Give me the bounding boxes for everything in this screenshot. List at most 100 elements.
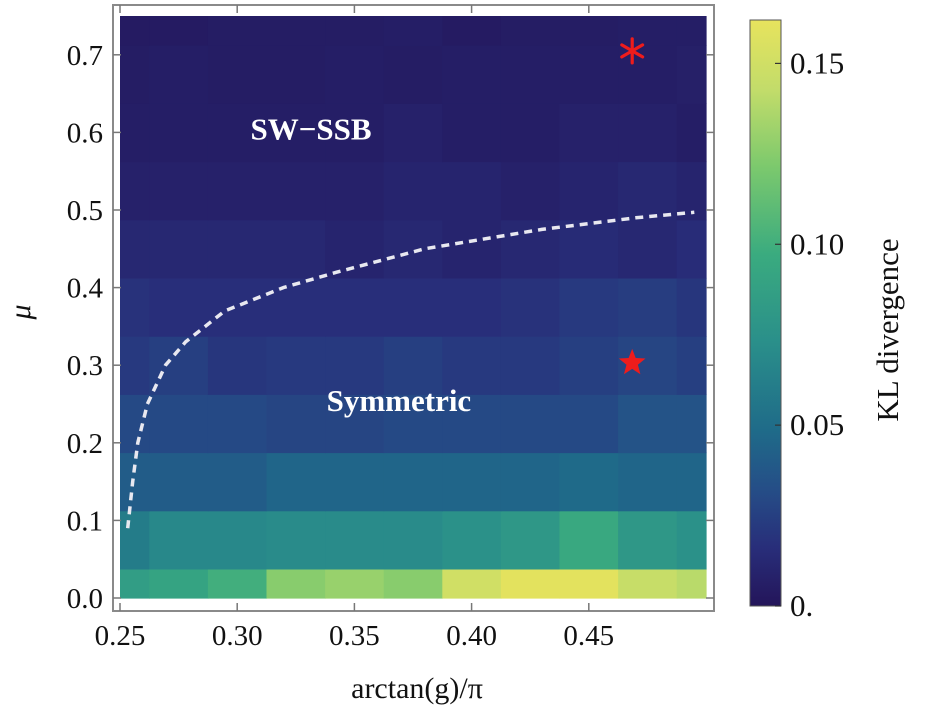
- heatmap-cell: [325, 510, 385, 570]
- star-marker: [618, 348, 646, 375]
- heatmap-cell: [266, 103, 326, 163]
- heatmap-cell: [149, 45, 209, 104]
- heatmap-cell: [676, 452, 707, 512]
- y-tick-label: 0.2: [67, 428, 103, 460]
- heatmap-cell: [266, 394, 326, 454]
- heatmap-cell: [383, 394, 443, 454]
- heatmap-cell: [207, 568, 268, 599]
- heatmap-cell: [325, 277, 385, 337]
- heatmap-cell: [442, 336, 502, 395]
- heatmap-cell: [120, 394, 150, 454]
- phase-boundary-layer: [125, 210, 695, 529]
- heatmap-cell: [442, 16, 502, 46]
- heatmap-cell: [149, 161, 209, 221]
- region-label: Symmetric: [327, 383, 472, 418]
- x-tick-label: 0.35: [329, 620, 380, 652]
- heatmap-cell: [325, 16, 385, 46]
- heatmap-cell: [559, 568, 619, 599]
- heatmap-cell: [442, 103, 502, 163]
- colorbar-tick-label: 0.: [790, 588, 813, 623]
- heatmap-cell: [442, 219, 502, 279]
- heatmap-cell: [149, 219, 209, 279]
- heatmap-cell: [500, 161, 561, 221]
- heatmap-cell: [207, 161, 268, 221]
- heatmap-cell: [559, 452, 619, 512]
- asterisk-marker: [620, 37, 645, 65]
- heatmap-cell: [325, 394, 385, 454]
- heatmap-cell: [383, 568, 443, 599]
- heatmap-cell: [120, 219, 150, 279]
- phase-boundary-curve: [125, 210, 695, 529]
- heatmap-cell: [676, 394, 707, 454]
- y-tick-label: 0.1: [67, 505, 103, 537]
- heatmap-cell: [559, 219, 619, 279]
- y-tick-label: 0.4: [67, 273, 104, 305]
- heatmap-cell: [325, 568, 385, 599]
- heatmap-cell: [442, 394, 502, 454]
- plot-frame: [112, 4, 715, 612]
- heatmap-cell: [266, 16, 326, 46]
- heatmap-cell: [618, 16, 678, 46]
- y-tick-label: 0.0: [67, 583, 103, 615]
- heatmap-cell: [207, 336, 268, 395]
- marker-layer: [618, 37, 646, 375]
- region-labels: SW−SSB Symmetric: [250, 112, 471, 419]
- heatmap-cell: [207, 510, 268, 570]
- heatmap-cell: [676, 510, 707, 570]
- heatmap-cell: [207, 16, 268, 46]
- heatmap-cell: [500, 219, 561, 279]
- heatmap-cell: [383, 219, 443, 279]
- heatmap-cell: [559, 161, 619, 221]
- x-tick-label: 0.45: [563, 620, 614, 652]
- heatmap-cell: [676, 568, 707, 599]
- heatmap-cell: [559, 45, 619, 104]
- heatmap-cell: [383, 103, 443, 163]
- y-tick-label: 0.3: [67, 350, 103, 382]
- heatmap-cell: [676, 45, 707, 104]
- heatmap-cell: [383, 510, 443, 570]
- heatmap-cell: [149, 394, 209, 454]
- heatmap-cell: [325, 161, 385, 221]
- colorbar-title: KL divergence: [870, 238, 905, 421]
- heatmap-cell: [383, 336, 443, 395]
- heatmap-cell: [266, 277, 326, 337]
- x-tick-label: 0.40: [446, 620, 497, 652]
- heatmap-cell: [149, 452, 209, 512]
- heatmap-cell: [676, 161, 707, 221]
- region-label: SW−SSB: [250, 112, 371, 147]
- heatmap-cell: [618, 161, 678, 221]
- heatmap-cell: [442, 510, 502, 570]
- heatmap-cell: [559, 103, 619, 163]
- heatmap-cell: [383, 161, 443, 221]
- heatmap-cell: [442, 452, 502, 512]
- heatmap-cell: [559, 336, 619, 395]
- heatmap-cell: [120, 336, 150, 395]
- heatmap-cell: [676, 103, 707, 163]
- heatmap-cell: [266, 452, 326, 512]
- heatmap-cell: [120, 277, 150, 337]
- x-axis-ticks: 0.25 0.30 0.35 0.40 0.45: [95, 5, 614, 652]
- heatmap-cell: [559, 16, 619, 46]
- x-tick-label: 0.25: [95, 620, 146, 652]
- heatmap-cell: [207, 45, 268, 104]
- heatmap-cell: [383, 452, 443, 512]
- heatmap-cell: [383, 277, 443, 337]
- heatmap-cell: [120, 103, 150, 163]
- colorbar-tick-label: 0.15: [790, 45, 844, 80]
- heatmap-cell: [266, 568, 326, 599]
- heatmap-cell: [383, 45, 443, 104]
- y-axis-title: μ: [4, 304, 37, 320]
- heatmap-cell: [676, 336, 707, 395]
- heatmap-cell: [500, 452, 561, 512]
- heatmap-cell: [325, 336, 385, 395]
- heatmap-cell: [559, 510, 619, 570]
- heatmap-cell: [500, 103, 561, 163]
- heatmap-cells: [120, 16, 707, 599]
- heatmap-cell: [618, 277, 678, 337]
- colorbar-gradient: [749, 19, 782, 607]
- heatmap-cell: [325, 452, 385, 512]
- heatmap-cell: [207, 277, 268, 337]
- heatmap-cell: [442, 277, 502, 337]
- heatmap-cell: [266, 336, 326, 395]
